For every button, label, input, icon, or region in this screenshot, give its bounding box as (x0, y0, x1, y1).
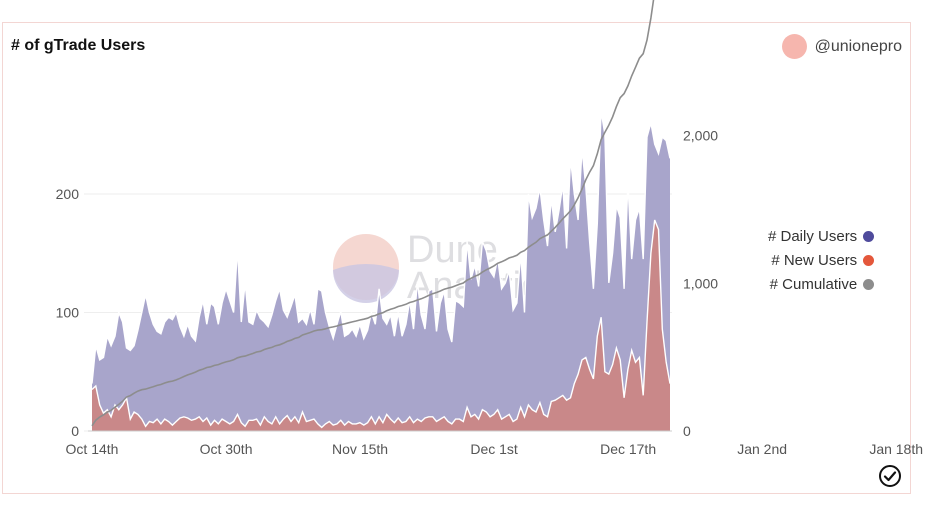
y-axis-right: 0 1,000 2,000 (683, 128, 718, 439)
legend-label: # Daily Users (768, 227, 858, 245)
legend-label: # New Users (771, 251, 858, 269)
series-line (91, 219, 671, 429)
author-name: @unionepro (814, 37, 902, 55)
check-circle-icon[interactable] (878, 464, 902, 488)
series-line (91, 0, 655, 427)
avatar (781, 34, 807, 59)
series-areas (91, 0, 671, 431)
legend-dot-icon (863, 278, 875, 290)
legend-item-cumulative[interactable]: # Cumulative (768, 272, 875, 296)
x-tick-label: Dec 17th (600, 441, 656, 457)
x-tick-label: Nov 15th (332, 441, 388, 457)
legend-dot-icon (863, 254, 875, 266)
x-tick-label: Jan 2nd (737, 441, 787, 457)
series-line (91, 110, 671, 384)
legend: # Daily Users # New Users # Cumulative (768, 224, 875, 296)
legend-label: # Cumulative (769, 275, 858, 293)
series-1 (91, 219, 671, 431)
x-tick-label: Dec 1st (470, 441, 518, 457)
x-axis: Oct 14th Oct 30th Nov 15th Dec 1st Dec 17th J… (66, 430, 923, 457)
series-0 (91, 110, 671, 431)
author-badge[interactable]: @unionepro (781, 34, 902, 59)
y-axis-left: 0 100 200 (56, 186, 80, 439)
x-tick-label: Oct 30th (200, 441, 253, 457)
y-right-tick-label: 1,000 (683, 275, 718, 291)
chart-title: # of gTrade Users (11, 37, 146, 54)
x-tick-label: Oct 14th (66, 441, 119, 457)
series-area (92, 111, 670, 431)
legend-item-daily-users[interactable]: # Daily Users (768, 224, 875, 248)
legend-dot-icon (863, 230, 875, 242)
y-left-tick-label: 100 (56, 304, 80, 320)
series-area (92, 220, 670, 431)
legend-item-new-users[interactable]: # New Users (768, 248, 875, 272)
series-2 (91, 0, 655, 427)
x-tick-label: Jan 18th (869, 441, 923, 457)
y-left-tick-label: 200 (56, 186, 80, 202)
y-right-tick-label: 2,000 (683, 128, 718, 144)
y-left-tick-label: 0 (71, 423, 79, 439)
y-right-tick-label: 0 (683, 423, 691, 439)
